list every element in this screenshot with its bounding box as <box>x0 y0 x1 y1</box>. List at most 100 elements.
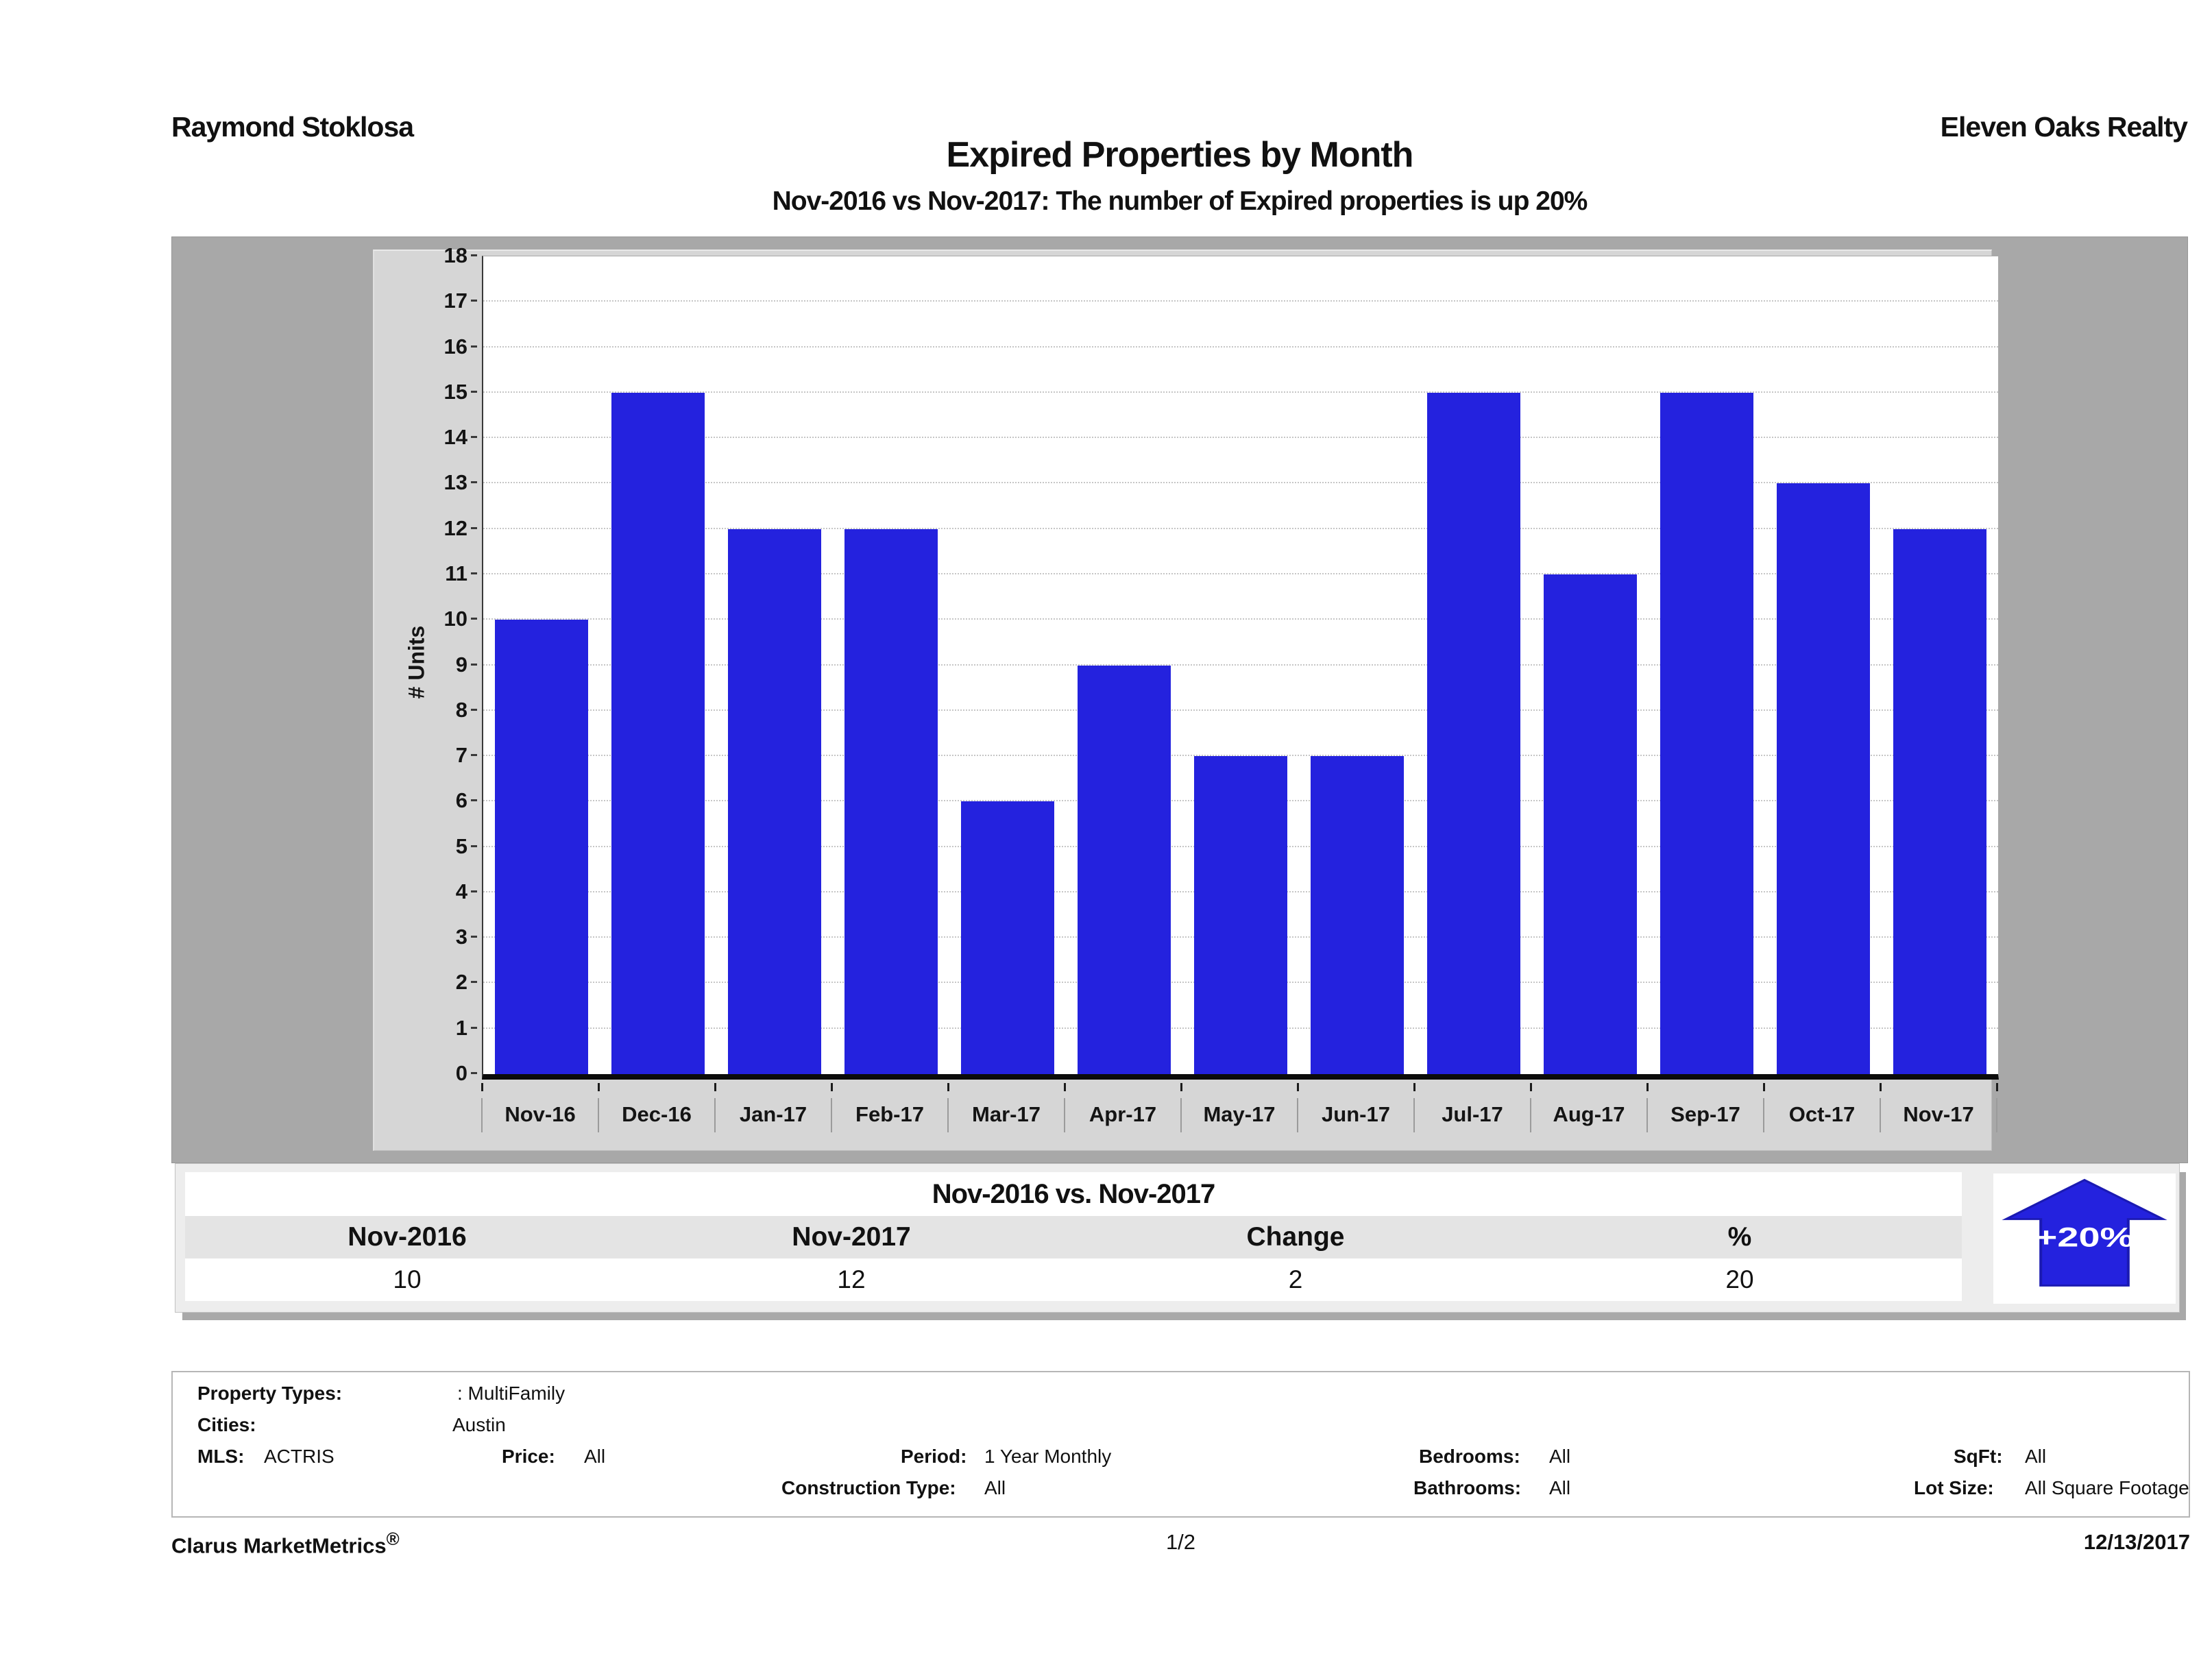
x-label-separator <box>1413 1098 1415 1132</box>
y-tick-label-5: 5 <box>455 834 467 858</box>
bar-Aug-17 <box>1544 574 1637 1074</box>
y-tick-label-13: 13 <box>443 470 467 495</box>
gridline-14 <box>483 437 1998 439</box>
y-tick-mark-3 <box>471 936 477 938</box>
x-tick-label-Apr-17: Apr-17 <box>1089 1102 1157 1126</box>
summary-value-Change: 2 <box>1288 1265 1303 1293</box>
bathrooms-value: All <box>1549 1477 1571 1498</box>
bar-Mar-17 <box>961 801 1054 1074</box>
y-tick-mark-13 <box>471 481 477 484</box>
x-label-separator <box>947 1098 949 1132</box>
x-label-separator <box>1880 1098 1881 1132</box>
period-label: Period: <box>901 1446 967 1467</box>
y-tick-label-16: 16 <box>443 334 467 358</box>
x-label-separator <box>1646 1098 1648 1132</box>
gridline-8 <box>483 709 1998 711</box>
y-tick-mark-14 <box>471 436 477 439</box>
x-axis-tick <box>714 1083 716 1091</box>
x-axis-tick <box>831 1083 833 1091</box>
sqft-value: All <box>2025 1446 2047 1467</box>
footer-brand: Clarus MarketMetrics® <box>171 1530 400 1558</box>
y-tick-mark-10 <box>471 618 477 620</box>
cities-label: Cities: <box>197 1414 256 1435</box>
x-axis-tick <box>1297 1083 1299 1091</box>
price-label: Price: <box>502 1446 555 1467</box>
bar-Nov-16 <box>495 620 588 1074</box>
y-tick-label-10: 10 <box>443 607 467 631</box>
up-arrow-shape <box>2002 1178 2167 1287</box>
y-tick-label-8: 8 <box>455 697 467 722</box>
x-tick-label-Jan-17: Jan-17 <box>739 1102 807 1126</box>
criteria-box: Property Types: : MultiFamily Cities: Au… <box>171 1371 2190 1518</box>
gridline-15 <box>483 391 1998 393</box>
gridline-11 <box>483 572 1998 574</box>
trend-arrow-box: +20% <box>1993 1174 2176 1304</box>
bar-May-17 <box>1194 756 1287 1074</box>
x-axis-tick <box>1180 1083 1182 1091</box>
y-tick-mark-18 <box>471 254 477 256</box>
x-tick-label-Nov-17: Nov-17 <box>1903 1102 1974 1126</box>
y-tick-mark-1 <box>471 1026 477 1029</box>
gridline-13 <box>483 482 1998 484</box>
bedrooms-label: Bedrooms: <box>1419 1446 1520 1467</box>
y-tick-label-12: 12 <box>443 515 467 540</box>
y-tick-label-6: 6 <box>455 788 467 813</box>
y-tick-mark-7 <box>471 754 477 757</box>
bathrooms-label: Bathrooms: <box>1413 1477 1522 1498</box>
y-tick-label-0: 0 <box>455 1061 467 1085</box>
sqft-label: SqFt: <box>1954 1446 2003 1467</box>
x-tick-label-Feb-17: Feb-17 <box>855 1102 924 1126</box>
x-label-separator <box>481 1098 483 1132</box>
y-tick-label-17: 17 <box>443 289 467 313</box>
company-name: Eleven Oaks Realty <box>1940 111 2188 143</box>
y-tick-mark-0 <box>471 1072 477 1074</box>
summary-header-row: Nov-2016 Nov-2017 Change% <box>185 1216 1962 1258</box>
y-tick-mark-6 <box>471 799 477 802</box>
x-tick-label-Nov-16: Nov-16 <box>505 1102 576 1126</box>
y-tick-mark-8 <box>471 708 477 711</box>
x-axis-tick <box>1530 1083 1532 1091</box>
y-tick-label-1: 1 <box>455 1015 467 1040</box>
summary-header-Nov-2017: Nov-2017 <box>792 1222 911 1252</box>
x-label-separator <box>1064 1098 1065 1132</box>
chart-frame: # Units 0 1 2 3 4 5 6 7 8 9 10 11 12 13 14 15 16 17 18 Nov… <box>171 236 2188 1163</box>
lot-size-label: Lot Size: <box>1914 1477 1994 1498</box>
y-tick-mark-9 <box>471 663 477 666</box>
bar-Feb-17 <box>844 528 938 1074</box>
gridline-9 <box>483 664 1998 666</box>
bar-Dec-16 <box>611 392 705 1074</box>
lot-size-value: All Square Footage <box>2025 1477 2189 1498</box>
x-axis-tick <box>1880 1083 1882 1091</box>
up-arrow-icon: +20% <box>2002 1178 2167 1287</box>
y-tick-mark-15 <box>471 390 477 393</box>
y-axis: 0 1 2 3 4 5 6 7 8 9 10 11 12 13 14 15 16 17 18 <box>374 244 477 1085</box>
x-tick-label-Jun-17: Jun-17 <box>1322 1102 1390 1126</box>
summary-header-%: % <box>1727 1222 1752 1252</box>
x-tick-label-Aug-17: Aug-17 <box>1553 1102 1625 1126</box>
y-tick-label-7: 7 <box>455 743 467 768</box>
gridline-17 <box>483 300 1998 302</box>
registered-mark: ® <box>386 1530 400 1549</box>
x-axis-tick <box>481 1083 483 1091</box>
summary-header-Change: Change <box>1246 1222 1345 1252</box>
x-tick-label-Oct-17: Oct-17 <box>1788 1102 1856 1126</box>
summary-value-row: 10 12 2 20 <box>185 1258 1962 1301</box>
x-axis-tick <box>1646 1083 1649 1091</box>
mls-label: MLS: <box>197 1446 245 1467</box>
x-label-separator <box>1763 1098 1764 1132</box>
y-tick-mark-5 <box>471 844 477 847</box>
bar-Jan-17 <box>728 528 821 1074</box>
x-tick-label-Mar-17: Mar-17 <box>972 1102 1041 1126</box>
x-label-separator <box>598 1098 599 1132</box>
summary-table: Nov-2016 vs. Nov-2017 Nov-2016 Nov-2017 Ch… <box>185 1172 1962 1301</box>
page-subtitle: Nov-2016 vs Nov-2017: The number of Expi… <box>772 186 1588 216</box>
y-tick-label-9: 9 <box>455 652 467 677</box>
y-tick-mark-11 <box>471 572 477 574</box>
footer-date: 12/13/2017 <box>2083 1530 2190 1554</box>
bar-Nov-17 <box>1893 528 1986 1074</box>
y-tick-mark-12 <box>471 526 477 529</box>
gridline-7 <box>483 755 1998 757</box>
x-label-separator <box>714 1098 716 1132</box>
period-value: 1 Year Monthly <box>984 1446 1112 1467</box>
x-label-separator <box>1996 1098 1997 1132</box>
